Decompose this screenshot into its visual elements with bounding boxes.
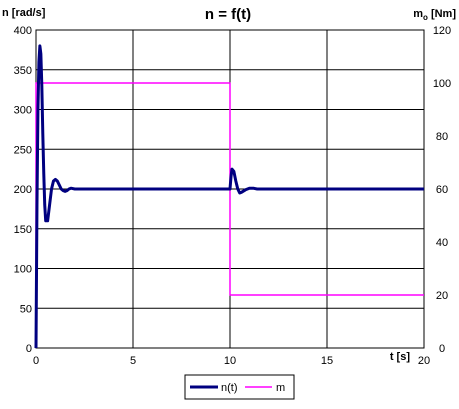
x-axis-label: t [s] — [390, 351, 411, 363]
series-layer — [34, 44, 424, 349]
y-left-tick-label: 150 — [14, 224, 32, 236]
y-axis-right-label-main: m — [413, 8, 423, 20]
legend-label-m: m — [276, 382, 285, 394]
y-left-tick-label: 50 — [20, 303, 32, 315]
x-tick-label: 0 — [33, 355, 39, 367]
tick-labels: 0 50 100 150 200 250 300 350 400 0 20 40 60 80 100 120 0… — [14, 25, 452, 367]
y-right-tick-label: 40 — [436, 237, 448, 249]
y-right-tick-label: 100 — [433, 78, 451, 90]
y-left-tick-label: 400 — [14, 25, 32, 37]
y-axis-left-label: n [rad/s] — [2, 7, 46, 19]
legend-label-n: n(t) — [221, 382, 238, 394]
y-left-tick-label: 300 — [14, 105, 32, 117]
legend: n(t) m — [184, 374, 295, 400]
y-right-tick-label: 0 — [439, 343, 445, 355]
y-axis-right-label-unit: [Nm] — [428, 8, 456, 20]
y-left-tick-label: 250 — [14, 144, 32, 156]
x-tick-label: 20 — [418, 355, 430, 367]
y-right-tick-label: 20 — [436, 290, 448, 302]
y-axis-right-label: mo [Nm] — [413, 8, 456, 22]
y-left-tick-label: 100 — [14, 264, 32, 276]
y-right-tick-label: 120 — [433, 25, 451, 37]
x-tick-label: 5 — [130, 355, 136, 367]
y-right-tick-label: 80 — [436, 131, 448, 143]
series-line-n — [34, 44, 424, 349]
chart-title: n = f(t) — [205, 6, 251, 23]
y-left-tick-label: 200 — [14, 184, 32, 196]
x-tick-label: 10 — [224, 355, 236, 367]
y-axis-right-label-subscript: o — [423, 13, 428, 22]
y-left-tick-label: 0 — [26, 343, 32, 355]
y-right-tick-label: 60 — [436, 184, 448, 196]
y-left-tick-label: 350 — [14, 65, 32, 77]
x-tick-label: 15 — [321, 355, 333, 367]
